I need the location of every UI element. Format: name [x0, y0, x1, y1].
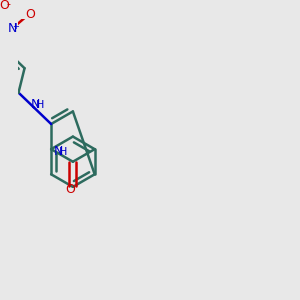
Text: +: +	[13, 22, 20, 31]
Text: O: O	[0, 0, 9, 12]
Text: N: N	[31, 98, 40, 111]
Text: H: H	[36, 100, 44, 110]
Text: N: N	[53, 146, 63, 158]
Text: N: N	[8, 22, 17, 35]
Text: H: H	[58, 147, 67, 157]
Text: -: -	[7, 0, 11, 9]
Text: O: O	[25, 8, 34, 21]
Text: O: O	[66, 183, 76, 196]
